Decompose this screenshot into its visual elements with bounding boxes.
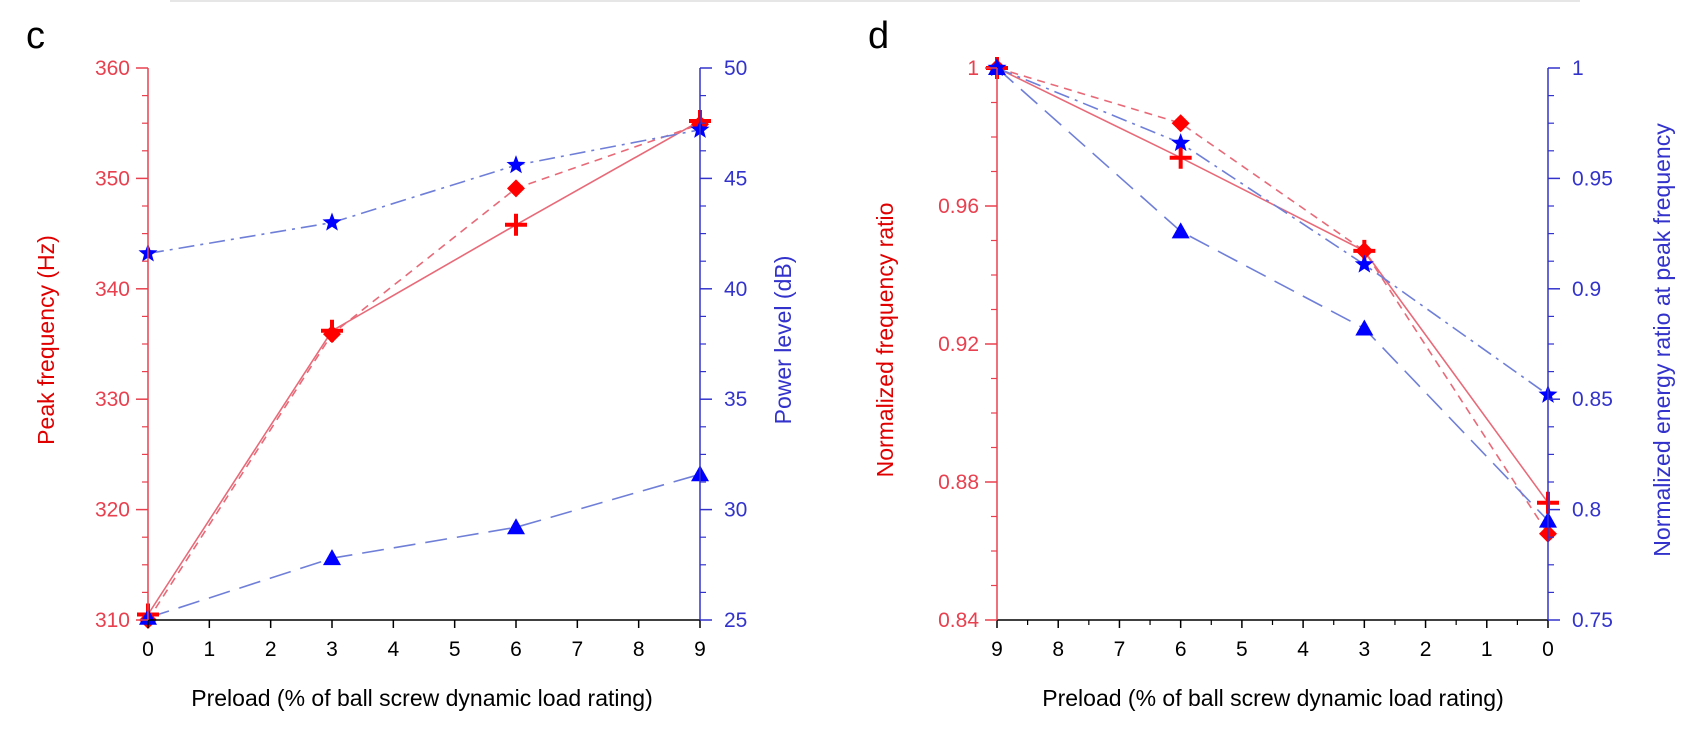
y2-tick-label: 0.8 — [1572, 499, 1601, 522]
y2-tick-label: 45 — [724, 167, 747, 190]
series-line-triangle — [996, 67, 1549, 522]
series-lines-c — [147, 120, 701, 621]
chart-panel-d: d 9 8 7 6 5 4 3 2 1 0 0.84 0.88 0.92 0.96 1 0.75 0.8 0.85… — [868, 15, 1675, 711]
x-tick-label: 6 — [1175, 638, 1187, 661]
x-axis-title-d: Preload (% of ball screw dynamic load ra… — [1042, 685, 1503, 711]
axes-d: 9 8 7 6 5 4 3 2 1 0 0.84 0.88 0.92 0.96 1 0.75 0.8 0.85 0.… — [938, 57, 1613, 661]
triangle-marker — [1171, 222, 1190, 239]
y-tick-label: 310 — [95, 609, 130, 632]
y-axis-title-c: Peak frequency (Hz) — [33, 235, 59, 445]
x-tick-label: 6 — [510, 638, 522, 661]
series-line-diamond — [147, 123, 701, 621]
x-tick-label: 8 — [1052, 638, 1064, 661]
y-tick-label: 340 — [95, 278, 130, 301]
y2-tick-label: 0.85 — [1572, 388, 1613, 411]
triangle-marker — [507, 518, 525, 535]
series-line-plus — [147, 120, 701, 615]
series-line-triangle — [147, 473, 701, 619]
x-tick-label: 2 — [265, 638, 277, 661]
x-tick-label: 0 — [142, 638, 154, 661]
diamond-marker — [507, 179, 525, 198]
triangle-marker — [988, 59, 1006, 75]
series-line-plus — [996, 67, 1549, 504]
y2-tick-label: 0.9 — [1572, 278, 1601, 301]
chart-panel-c: c 0 1 2 3 4 5 6 7 8 93103203303403503602530354045… — [26, 15, 796, 711]
x-tick-label: 7 — [1114, 638, 1126, 661]
y-tick-label: 360 — [95, 57, 130, 80]
x-tick-label: 3 — [1358, 638, 1370, 661]
triangle-marker — [323, 549, 341, 566]
x-tick-label: 4 — [387, 638, 399, 661]
markers-c — [137, 109, 711, 629]
x-tick-label: 4 — [1297, 638, 1309, 661]
y2-tick-label: 35 — [724, 388, 747, 411]
x-tick-label: 1 — [203, 638, 215, 661]
y-tick-label: 0.92 — [938, 333, 979, 356]
y2-axis-title-d: Normalized energy ratio at peak frequenc… — [1649, 123, 1675, 557]
plus-marker — [1169, 146, 1192, 169]
plus-marker — [505, 213, 527, 236]
x-tick-label: 5 — [449, 638, 461, 661]
y-tick-label: 0.84 — [938, 609, 979, 632]
diamond-marker — [1171, 114, 1190, 133]
series-line-diamond — [996, 67, 1549, 535]
star-marker — [1354, 254, 1374, 273]
y-axis-title-d: Normalized frequency ratio — [872, 203, 898, 478]
series-line-star — [996, 67, 1549, 396]
diamond-marker — [1355, 241, 1374, 260]
x-tick-label: 3 — [326, 638, 338, 661]
triangle-marker — [1355, 319, 1374, 336]
markers-d — [986, 57, 1559, 543]
series-line-star — [147, 129, 701, 255]
y-tick-label: 350 — [95, 167, 130, 190]
star-marker — [1171, 133, 1191, 152]
x-tick-label: 8 — [633, 638, 645, 661]
y2-tick-label: 25 — [724, 609, 747, 632]
x-tick-label: 9 — [991, 638, 1003, 661]
x-tick-label: 0 — [1542, 638, 1554, 661]
x-tick-label: 5 — [1236, 638, 1248, 661]
y-tick-label: 320 — [95, 499, 130, 522]
x-tick-label: 1 — [1481, 638, 1493, 661]
x-tick-label: 2 — [1420, 638, 1432, 661]
y2-tick-label: 0.95 — [1572, 167, 1613, 190]
x-tick-label: 9 — [694, 638, 706, 661]
y-tick-label: 0.96 — [938, 195, 979, 218]
y-tick-label: 330 — [95, 388, 130, 411]
y2-tick-label: 30 — [724, 499, 747, 522]
y2-axis-title-c: Power level (dB) — [770, 256, 796, 425]
x-tick-label: 7 — [571, 638, 583, 661]
diamond-marker — [323, 325, 341, 344]
star-marker — [322, 212, 342, 231]
panel-label-d: d — [868, 15, 889, 57]
y-tick-label: 1 — [967, 57, 979, 80]
y2-tick-label: 50 — [724, 57, 747, 80]
y2-tick-label: 1 — [1572, 57, 1584, 80]
y-tick-label: 0.88 — [938, 471, 979, 494]
panel-label-c: c — [26, 15, 45, 57]
star-marker — [506, 155, 526, 174]
y2-tick-label: 40 — [724, 278, 747, 301]
x-axis-title-c: Preload (% of ball screw dynamic load ra… — [191, 685, 652, 711]
series-lines-d — [996, 67, 1549, 535]
y2-tick-label: 0.75 — [1572, 609, 1613, 632]
